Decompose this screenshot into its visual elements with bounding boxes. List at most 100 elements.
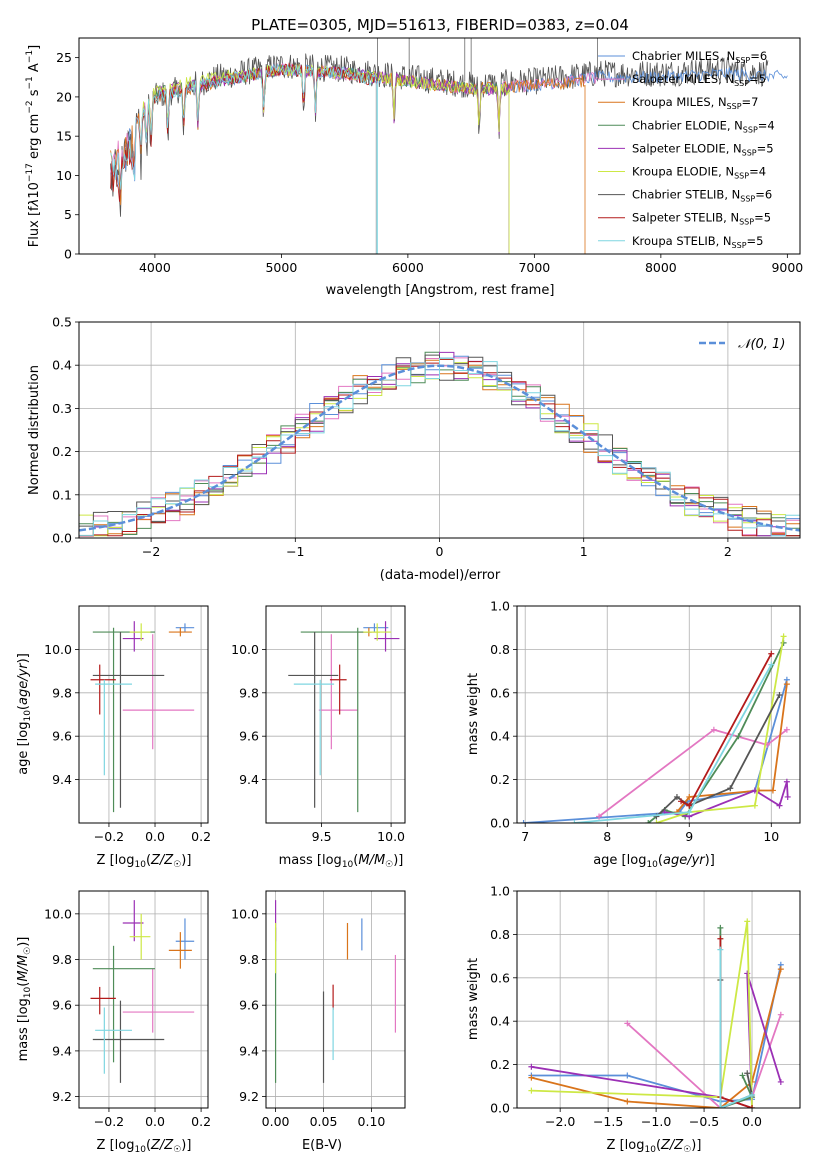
- z-mass-xlabel: Z [log10(Z/Z☉)]: [97, 1138, 192, 1155]
- legend-subscript: SSP: [739, 218, 754, 227]
- weight-marker: [710, 726, 717, 733]
- weight-curve: [676, 683, 788, 813]
- x-tick-label: 7000: [518, 260, 550, 275]
- plot-content: [274, 900, 397, 1083]
- weight-curve: [719, 938, 753, 1108]
- weight-marker: [783, 726, 790, 733]
- plot-content: [528, 918, 784, 1108]
- residual-legend: 𝒩(0, 1): [699, 337, 785, 352]
- weight-marker: [645, 820, 652, 823]
- z-weight-panel: −2.0 −1.5 −1.0 −0.5 0.0 0.0 0.2 0.4 0.6 0.8 1.0 Z …: [466, 884, 801, 1155]
- x-tick-label: 8000: [645, 260, 677, 275]
- axes-frame: [516, 890, 801, 1109]
- weight-marker: [751, 802, 758, 809]
- age-weight-xlabel: age [log10(age/yr)]: [593, 853, 715, 870]
- z-age-xlabel: Z [log10(Z/Z☉)]: [97, 853, 192, 870]
- weight-marker: [777, 1078, 784, 1085]
- y-tick-label: 9.8: [239, 685, 259, 700]
- age-weight-panel: 7 8 9 10 0.0 0.2 0.4 0.6 0.8 1.0 age [log10(age/y…: [466, 599, 801, 870]
- plot-content: [110, 38, 788, 254]
- z-weight-plot-area: −2.0 −1.5 −1.0 −0.5 0.0 0.0 0.2 0.4 0.6 0.8 1.0: [490, 884, 801, 1129]
- weight-marker: [768, 650, 775, 657]
- weight-marker: [783, 681, 790, 688]
- z-weight-ylabel: mass weight: [466, 958, 481, 1040]
- weight-marker: [596, 813, 603, 820]
- x-tick-label: 0.0: [145, 1114, 165, 1129]
- weight-curve: [523, 679, 788, 823]
- x-tick-label: −2: [142, 544, 160, 559]
- weight-curve: [598, 728, 788, 818]
- residual-xlabel: (data-model)/error: [380, 568, 501, 583]
- ebv-mass-xlabel: E(B-V): [302, 1138, 342, 1153]
- weight-marker: [624, 1072, 631, 1079]
- axes-frame: [265, 605, 406, 824]
- y-tick-label: 0.4: [490, 729, 510, 744]
- legend-subscript: SSP: [727, 102, 742, 111]
- x-tick-label: −0.2: [94, 1114, 124, 1129]
- legend-subscript: SSP: [740, 195, 755, 204]
- x-tick-label: −0.5: [689, 1114, 719, 1129]
- y-tick-label: 1.0: [490, 884, 510, 899]
- y-tick-label: 0: [64, 247, 72, 262]
- age-weight-plot-area: 7 8 9 10 0.0 0.2 0.4 0.6 0.8 1.0: [490, 599, 801, 844]
- y-tick-label: 20: [56, 89, 72, 104]
- legend-label: Chabrier MILES, NSSP=6: [632, 49, 767, 65]
- z-age-ylabel: age [log10(age/yr)]: [16, 653, 33, 775]
- weight-curve: [719, 949, 753, 1108]
- y-tick-label: 9.8: [239, 952, 259, 967]
- legend-count: =5: [747, 234, 764, 248]
- y-tick-label: 0.3: [52, 401, 72, 416]
- spectrum-title: PLATE=0305, MJD=51613, FIBERID=0383, z=0…: [251, 16, 629, 34]
- weight-marker: [653, 820, 660, 823]
- plot-content: [520, 633, 791, 823]
- legend-subscript: SSP: [735, 56, 750, 65]
- axes-frame: [78, 321, 801, 539]
- x-tick-label: −1.5: [593, 1114, 623, 1129]
- weight-marker: [739, 1072, 746, 1079]
- y-tick-label: 0.0: [490, 1101, 510, 1116]
- x-tick-label: 1: [580, 544, 588, 559]
- legend-label: Salpeter STELIB, NSSP=5: [632, 211, 771, 227]
- weight-marker: [744, 1070, 751, 1077]
- weight-marker: [673, 793, 680, 800]
- weight-marker: [727, 785, 734, 792]
- weight-marker: [717, 924, 724, 931]
- mass-age-panel: 9.5 10.0 9.4 9.6 9.8 10.0 mass [log10(M/M☉)]: [231, 605, 406, 870]
- y-tick-label: 0.0: [52, 531, 72, 546]
- weight-curve: [531, 921, 753, 1108]
- residual-panel: −2 −1 0 1 2 0.0 0.1 0.2 0.3 0.4 0.5 (data-model)/e…: [27, 315, 801, 583]
- spectrum-xlabel: wavelength [Angstrom, rest frame]: [326, 283, 555, 298]
- weight-marker: [749, 1091, 756, 1098]
- x-tick-label: 0.2: [191, 829, 211, 844]
- weight-marker: [776, 691, 783, 698]
- y-tick-label: 0.6: [490, 970, 510, 985]
- x-tick-label: 7: [521, 829, 529, 844]
- x-tick-label: 0: [436, 544, 444, 559]
- weight-curve: [656, 636, 785, 823]
- legend-label: Salpeter ELODIE, NSSP=5: [632, 141, 774, 157]
- axes-frame: [78, 605, 209, 824]
- weight-marker: [571, 820, 578, 823]
- weight-marker: [528, 1063, 535, 1070]
- z-age-panel: −0.2 0.0 0.29.49.69.810.0 Z [log10(Z/Z☉)] …: [16, 605, 211, 870]
- weight-marker: [520, 820, 527, 823]
- x-tick-label: −0.2: [94, 829, 124, 844]
- y-tick-label: 10: [56, 168, 72, 183]
- weight-marker: [717, 1105, 724, 1108]
- legend-subscript: SSP: [732, 241, 747, 250]
- y-tick-label: 9.8: [52, 952, 72, 967]
- y-tick-label: 0.1: [52, 487, 72, 502]
- z-mass-ylabel: mass [log10(M/M☉)]: [16, 937, 33, 1062]
- residual-ylabel: Normed distribution: [27, 365, 42, 495]
- weight-marker: [777, 966, 784, 973]
- y-tick-label: 9.6: [52, 998, 72, 1013]
- histogram-steps: [79, 357, 800, 537]
- axes-frame: [516, 605, 801, 824]
- spectrum-line: [110, 62, 377, 254]
- z-mass-plot-area: −0.2 0.0 0.2 9.2 9.4 9.6 9.8 10.0: [44, 890, 211, 1129]
- legend-subscript: SSP: [743, 125, 758, 134]
- weight-curve: [655, 694, 781, 818]
- x-tick-label: −1: [286, 544, 304, 559]
- age-weight-ylabel: mass weight: [466, 673, 481, 755]
